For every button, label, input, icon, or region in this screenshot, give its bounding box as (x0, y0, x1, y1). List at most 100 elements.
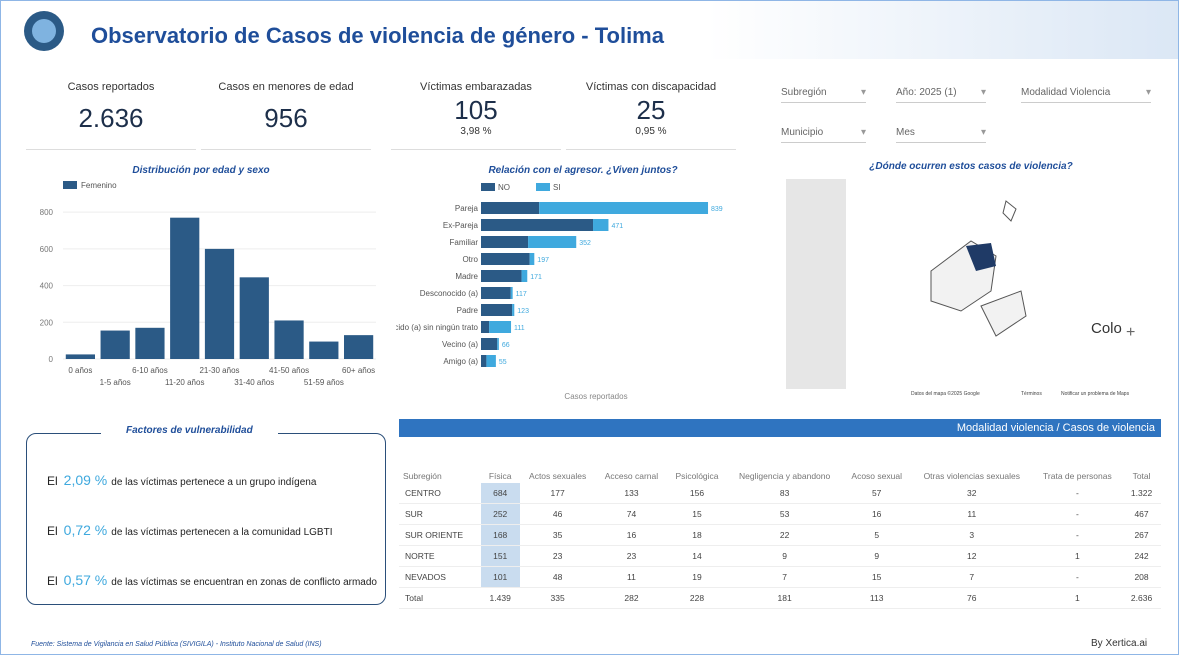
bar-segment (593, 219, 609, 231)
table-row: SUR ORIENTE 168 35 16 18 22 5 3-267 (399, 524, 1161, 546)
y-tick-label: 600 (40, 245, 54, 254)
filter-dropdown[interactable]: Modalidad Violencia (1021, 87, 1151, 103)
map-report[interactable]: Notificar un problema de Maps (1061, 391, 1130, 397)
table-cell: 1.322 (1122, 483, 1161, 504)
table-cell: 22 (726, 524, 843, 546)
table-panel: Modalidad violencia / Casos de violencia… (399, 419, 1161, 634)
x-tick-label: 51-59 años (304, 378, 344, 387)
x-tick-label: 1-5 años (100, 378, 131, 387)
bar-segment (512, 304, 515, 316)
x-tick-label: 41-50 años (269, 366, 309, 375)
legend-swatch (536, 183, 550, 191)
table-cell: 133 (595, 483, 668, 504)
bar-segment (528, 236, 577, 248)
kpi-label: Casos reportados (67, 81, 155, 93)
bar-segment (489, 321, 512, 333)
vuln-item: El 0,72 % de las víctimas pertenecen a la … (47, 522, 377, 538)
map-attribution: Datos del mapa ©2025 Google (911, 390, 980, 397)
map-region (1002, 200, 1017, 222)
y-tick-label: 800 (40, 208, 54, 217)
table-cell: 252 (480, 503, 520, 525)
kpi-value: 2.636 (78, 103, 144, 133)
table-cell: SUR (399, 503, 481, 525)
vuln-text: de las víctimas pertenecen a la comunida… (111, 527, 333, 538)
table-cell: - (1032, 566, 1123, 588)
kpi-card: Víctimas embarazadas 105 3,98 % (391, 69, 561, 150)
bar-segment (481, 270, 522, 282)
table-cell: 53 (726, 503, 843, 525)
vuln-value: 2,09 % (63, 472, 108, 488)
credit: By Xertica.ai (1091, 638, 1148, 649)
x-tick-label: 0 años (68, 366, 92, 375)
column-header: Psicológica (675, 471, 719, 481)
y-tick-label: Ex-Pareja (443, 221, 479, 230)
bar-segment (481, 338, 498, 350)
relation-chart: Relación con el agresor. ¿Viven juntos? N… (396, 165, 723, 401)
column-header: Negligencia y abandono (739, 471, 831, 481)
table-row: NEVADOS 101 48 11 19 7 15 7-208 (399, 566, 1161, 588)
source: Fuente: Sistema de Vigilancia en Salud P… (31, 641, 322, 648)
vuln-lead: El (47, 524, 58, 538)
filter-dropdown[interactable]: Mes (896, 127, 986, 143)
table-row: CENTRO 684 177 133 156 83 57 32-1.322 (399, 483, 1161, 504)
table-cell: 15 (842, 566, 911, 588)
table-cell: 15 (667, 503, 727, 525)
vulnerability-box: El 2,09 % de las víctimas pertenece a un g… (26, 433, 386, 605)
total-cell: 282 (595, 587, 668, 609)
x-axis-title: Casos reportados (564, 392, 627, 401)
bar (135, 327, 165, 359)
filter-dropdown[interactable]: Subregión (781, 87, 866, 103)
map-terms[interactable]: Términos (1021, 391, 1042, 397)
y-tick-label: 400 (40, 282, 54, 291)
y-tick-label: Conocido (a) sin ningún trato (396, 323, 479, 332)
table-cell: 14 (667, 545, 727, 567)
age-chart: Distribución por edad y sexo Femenino 0 200… (40, 165, 376, 387)
total-cell: 181 (726, 587, 843, 609)
table-cell: 57 (842, 483, 911, 504)
column-header: Acceso carnal (604, 471, 659, 481)
vuln-text: de las víctimas se encuentran en zonas d… (111, 577, 377, 588)
bar-segment (481, 253, 530, 265)
table-cell: 1 (1032, 545, 1123, 567)
logo (24, 11, 64, 51)
zoom-in[interactable]: + (1126, 324, 1135, 341)
table-cell: 467 (1122, 503, 1161, 525)
x-tick-label: 60+ años (342, 366, 375, 375)
column-header: Actos sexuales (529, 471, 587, 481)
table-cell: NEVADOS (399, 566, 481, 588)
filter-dropdown[interactable]: Municipio (781, 127, 866, 143)
map-label: Colo (1091, 320, 1122, 337)
vuln-value: 0,72 % (63, 522, 108, 538)
total-label: 197 (537, 257, 549, 264)
table-cell: 23 (519, 545, 596, 567)
table-cell: 684 (480, 483, 520, 504)
table-cell: 35 (519, 524, 596, 546)
table-cell: - (1032, 483, 1123, 504)
total-cell: 228 (667, 587, 727, 609)
legend-label: Femenino (81, 181, 117, 190)
table-cell: 101 (480, 566, 520, 588)
vuln-text: de las víctimas pertenece a un grupo ind… (111, 477, 317, 488)
x-tick-label: 31-40 años (234, 378, 274, 387)
legend-swatch (481, 183, 495, 191)
table-cell: 11 (910, 503, 1033, 525)
bar-segment (529, 253, 535, 265)
table-cell: 7 (910, 566, 1033, 588)
table-cell: 177 (519, 483, 596, 504)
total-label: 66 (502, 342, 510, 349)
vuln-item: El 2,09 % de las víctimas pertenece a un g… (47, 472, 377, 488)
table-row: NORTE 151 23 23 14 9 9 12 1 242 (399, 545, 1161, 567)
bar (204, 248, 235, 359)
total-cell: 1 (1032, 587, 1123, 609)
total-cell: 113 (842, 587, 911, 609)
y-tick-label: Otro (462, 255, 478, 264)
table-cell: 16 (595, 524, 668, 546)
bar (344, 335, 374, 359)
table-cell: NORTE (399, 545, 481, 567)
legend-label: NO (498, 183, 510, 192)
bar (309, 341, 339, 359)
column-header: Física (488, 471, 512, 481)
kpi-value: 956 (264, 103, 308, 133)
table-cell: 46 (519, 503, 596, 525)
filter-dropdown[interactable]: Año: 2025 (1) (896, 87, 986, 103)
